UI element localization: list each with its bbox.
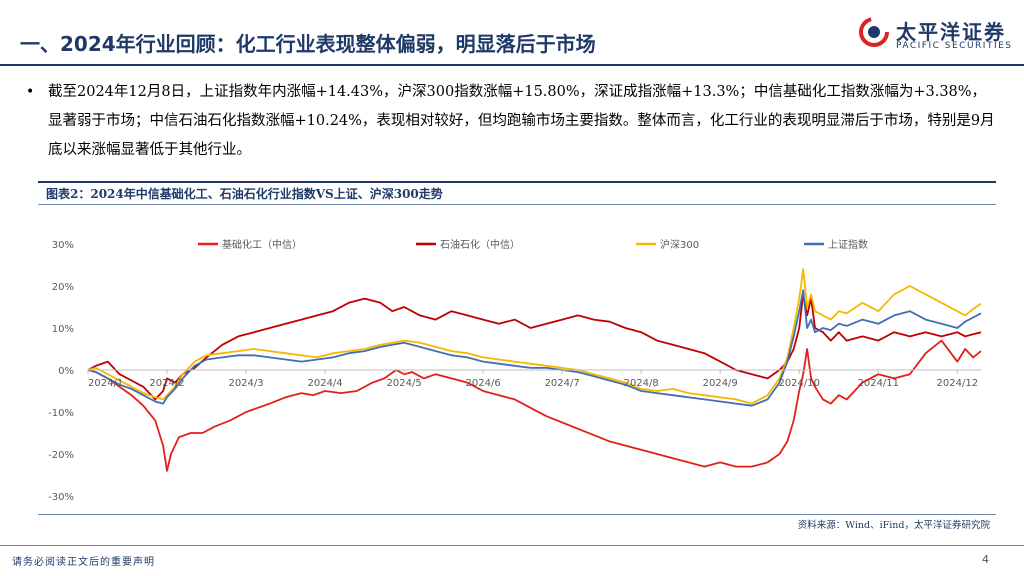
- x-tick-label: 2024/8: [624, 378, 659, 389]
- y-axis: 30% 20% 10% 0% -10% -20% -30%: [48, 240, 74, 503]
- figure-bottom-divider: [38, 514, 996, 515]
- x-tick-label: 2024/12: [937, 378, 979, 389]
- company-logo: 太平洋证券 PACIFIC SECURITIES: [858, 14, 1011, 58]
- x-tick-label: 2024/6: [466, 378, 501, 389]
- x-tick-label: 2024/5: [387, 378, 422, 389]
- summary-text: 截至2024年12月8日，上证指数年内涨幅+14.43%，沪深300指数涨幅+1…: [48, 84, 995, 158]
- x-tick-label: 2024/11: [857, 378, 899, 389]
- series-line-2: [87, 293, 982, 401]
- y-tick-label: 20%: [52, 282, 74, 293]
- x-tick-label: 2024/4: [307, 378, 342, 389]
- footer-disclaimer: 请务必阅读正文后的重要声明: [12, 557, 155, 568]
- logo-english-name: PACIFIC SECURITIES: [896, 41, 1013, 51]
- y-tick-label: -30%: [48, 492, 74, 503]
- pacific-securities-logo-icon: [859, 17, 889, 47]
- header-divider: [0, 64, 1024, 66]
- chart-legend: 基础化工（中信） 石油石化（中信） 沪深300 上证指数: [198, 238, 868, 251]
- legend-label: 基础化工（中信）: [222, 238, 302, 251]
- series-line-3: [87, 268, 982, 405]
- y-tick-label: 0%: [58, 366, 74, 377]
- figure-source: 资料来源：Wind、iFind，太平洋证券研究院: [797, 520, 990, 531]
- y-tick-label: 30%: [52, 240, 74, 251]
- series-line-4: [87, 289, 982, 407]
- legend-label: 石油石化（中信）: [440, 238, 520, 251]
- y-tick-label: -10%: [48, 408, 74, 419]
- y-tick-label: 10%: [52, 324, 74, 335]
- x-tick-label: 2024/2: [149, 378, 184, 389]
- x-tick-label: 2024/1: [88, 378, 123, 389]
- page-number: 4: [982, 553, 989, 566]
- figure-title-divider: [38, 204, 996, 205]
- logo-chinese-name: 太平洋证券: [896, 20, 1006, 44]
- figure-top-divider: [38, 181, 996, 183]
- legend-label: 上证指数: [828, 238, 868, 251]
- bullet-dot-icon: •: [26, 84, 35, 100]
- y-tick-label: -20%: [48, 450, 74, 461]
- x-tick-label: 2024/9: [703, 378, 738, 389]
- summary-bullet: • 截至2024年12月8日，上证指数年内涨幅+14.43%，沪深300指数涨幅…: [26, 78, 996, 165]
- x-tick-label: 2024/3: [228, 378, 263, 389]
- x-tick-label: 2024/7: [545, 378, 580, 389]
- footer-divider: [0, 545, 1024, 546]
- page-title: 一、2024年行业回顾：化工行业表现整体偏弱，明显落后于市场: [20, 32, 596, 56]
- x-axis: 2024/1 2024/2 2024/3 2024/4 2024/5 2024/6 2024…: [87, 369, 981, 389]
- x-tick-label: 2024/10: [778, 378, 820, 389]
- series-line-1: [87, 339, 982, 472]
- legend-label: 沪深300: [660, 238, 699, 251]
- index-trend-line-chart: 基础化工（中信） 石油石化（中信） 沪深300 上证指数 30% 20% 10% 0% -10…: [48, 238, 982, 503]
- figure-title: 图表2：2024年中信基础化工、石油石化行业指数VS上证、沪深300走势: [46, 187, 443, 201]
